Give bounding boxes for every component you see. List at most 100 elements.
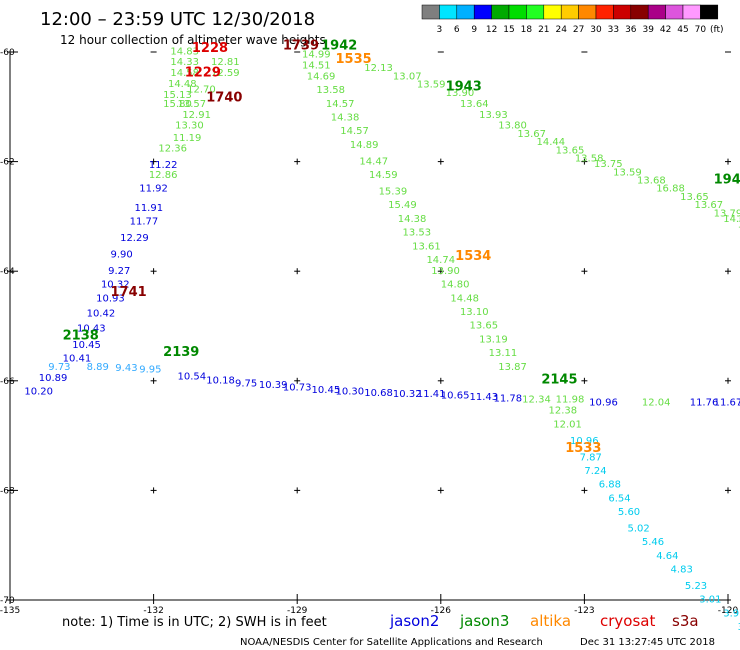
wave-height-value: 13.90 [431,266,460,277]
wave-height-value: 12.91 [182,110,211,121]
wave-height-value: 13.75 [594,159,623,170]
wave-height-value: 13.53 [403,228,432,239]
wave-height-value: 10.54 [178,372,207,383]
wave-height-value: 12.36 [158,144,187,155]
wave-height-value: 14.57 [326,99,355,110]
wave-height-value: 11.76 [690,397,719,408]
wave-height-value: 14.74 [426,255,455,266]
wave-height-value: 14.38 [398,214,427,225]
legend-swatch [595,4,614,20]
legend-label: 15 [503,25,514,35]
wave-height-value: 10.89 [39,373,68,384]
wave-height-value: 12.13 [364,63,393,74]
wave-height-value: 14.57 [340,126,369,137]
satellite-legend: jason2 jason3 altika cryosat s3a [389,612,699,630]
legend-swatch [439,4,458,20]
wave-height-value: 13.30 [175,121,204,132]
lat-tick-label: -64 [0,267,15,277]
pass-time-label: 2138 [63,329,99,344]
wave-height-value: 9.95 [139,365,161,376]
wave-height-value: 13.57 [178,99,207,110]
wave-height-value: 4.83 [671,565,693,576]
pass-time-label: 1534 [455,249,491,264]
satellite-tracks: 14.8314.3314.5814.4815.1315.8013.5712.91… [24,47,740,633]
wave-height-value: 15.13 [163,90,192,101]
wave-height-value: 5.46 [642,537,664,548]
legend-swatch [421,4,440,20]
wave-height-value: 11.22 [149,160,178,171]
wave-height-value: 13.58 [575,154,604,165]
satellite-name: s3a [672,612,699,630]
legend-label: 21 [538,25,549,35]
wave-height-value: 10.32 [101,280,130,291]
pass-time-label: 1739 [283,38,319,53]
lon-tick-label: -135 [0,606,20,616]
map-title: 12:00 – 23:59 UTC 12/30/2018 [40,9,315,30]
wave-height-value: 12.29 [120,233,149,244]
wave-height-value: 10.41 [63,354,92,365]
pass-time-label: 1741 [111,285,147,300]
wave-height-value: 13.65 [470,321,499,332]
wave-height-value: 5.02 [627,524,649,535]
map-frame [9,52,728,601]
wave-height-value: 11.43 [470,392,499,403]
legend-swatch [473,4,492,20]
wave-height-value: 15.39 [379,186,408,197]
wave-height-value: 9.43 [115,363,137,374]
wave-height-value: 3.97 [723,608,740,619]
legend-label: 12 [486,25,497,35]
wave-height-value: 12.70 [187,85,216,96]
legend-swatch [647,4,666,20]
wave-height-value: 11.92 [139,184,168,195]
legend-unit: (ft) [710,25,724,35]
wave-height-value: 13.67 [694,200,723,211]
footnote: note: 1) Time is in UTC; 2) SWH is in fe… [62,615,327,630]
satellite-name: altika [530,612,571,630]
legend-swatch [700,4,719,20]
legend-swatch [543,4,562,20]
wave-height-value: 5.23 [685,581,707,592]
legend-swatch [578,4,597,20]
wave-height-value: 13.93 [479,110,508,121]
wave-height-value: 13.11 [489,348,518,359]
legend-label: 9 [471,25,477,35]
wave-height-value: 10.65 [441,390,470,401]
pass-time-label: 1942 [321,38,357,53]
wave-height-value: 14.51 [302,60,331,71]
wave-height-value: 9.90 [111,250,133,261]
wave-height-value: 14.99 [302,49,331,60]
wave-height-value: 12.38 [549,406,578,417]
timestamp: Dec 31 13:27:45 UTC 2018 [580,637,715,648]
wave-height-value: 10.93 [96,293,125,304]
wave-height-value: 11.77 [130,217,159,228]
wave-height-value: 13.64 [460,99,489,110]
wave-height-value: 13.10 [460,307,489,318]
legend-label: 27 [573,25,584,35]
wave-height-value: 14.59 [369,170,398,181]
legend-label: 42 [660,25,671,35]
legend-label: 36 [625,25,637,35]
wave-height-value: 9.27 [108,266,130,277]
wave-height-value: 10.39 [259,380,288,391]
wave-height-value: 10.68 [364,388,393,399]
satellite-name: jason3 [459,612,509,630]
wave-height-value: 5.60 [618,507,640,518]
legend-label: 18 [521,25,533,35]
legend-swatch [491,4,510,20]
wave-height-value: 13.80 [498,121,527,132]
wave-height-value: 14.69 [307,71,336,82]
legend-label: 30 [590,25,602,35]
wave-height-value: 4.64 [656,551,678,562]
wave-height-value: 10.73 [283,383,312,394]
wave-height-value: 11.98 [556,395,585,406]
wave-height-value: 14.48 [450,293,479,304]
wave-height-value: 14.38 [331,113,360,124]
lon-tick-label: -132 [143,606,163,616]
pass-time-label: 2145 [541,373,577,388]
legend-label: 6 [454,25,460,35]
wave-height-value: 14.89 [350,140,379,151]
wave-height-value: 14.58 [170,68,199,79]
pass-time-label: 1229 [185,66,221,81]
wave-height-value: 10.18 [206,376,235,387]
wave-height-value: 11.41 [417,389,446,400]
